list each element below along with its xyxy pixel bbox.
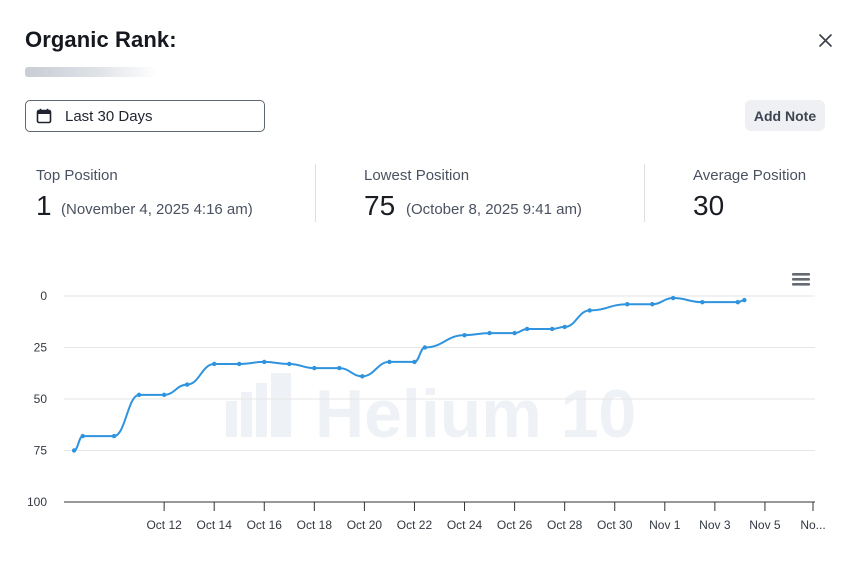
x-tick-label: Oct 16 xyxy=(247,518,283,532)
date-range-label: Last 30 Days xyxy=(65,107,153,125)
x-axis: Oct 12 Oct 14 Oct 16 Oct 18 Oct 20 Oct 22 Oct … xyxy=(146,502,826,532)
helium10-watermark: Helium 10 xyxy=(226,373,636,452)
data-point[interactable] xyxy=(287,361,292,367)
data-point[interactable] xyxy=(262,359,267,365)
data-point[interactable] xyxy=(562,324,567,330)
add-note-button[interactable]: Add Note xyxy=(745,100,825,131)
data-point[interactable] xyxy=(524,326,530,332)
data-point[interactable] xyxy=(71,448,77,453)
chart-grid xyxy=(64,295,815,503)
data-point[interactable] xyxy=(742,297,747,303)
data-point[interactable] xyxy=(184,382,190,387)
x-tick-label: Oct 28 xyxy=(547,518,583,532)
close-icon xyxy=(818,33,832,47)
watermark-text: Helium 10 xyxy=(315,376,636,452)
data-point[interactable] xyxy=(337,365,342,371)
calendar-icon xyxy=(36,108,52,124)
y-tick-label: 100 xyxy=(27,495,47,509)
x-tick-label: Oct 30 xyxy=(597,518,633,532)
modal-title: Organic Rank: xyxy=(25,27,177,52)
x-tick-label: Nov 5 xyxy=(749,518,781,532)
data-point[interactable] xyxy=(487,330,492,336)
stat-top-date: (November 4, 2025 4:16 am) xyxy=(61,201,253,218)
data-point[interactable] xyxy=(161,392,167,398)
x-tick-label: Oct 20 xyxy=(347,518,383,532)
x-tick-label: Oct 26 xyxy=(497,518,533,532)
y-axis-labels: 0 25 50 75 100 xyxy=(27,289,47,509)
y-tick-label: 25 xyxy=(34,341,48,355)
x-tick-label: Oct 22 xyxy=(397,518,433,532)
data-point[interactable] xyxy=(387,359,392,365)
data-point[interactable] xyxy=(549,326,555,332)
data-point[interactable] xyxy=(412,359,417,365)
stat-top-value: 1 xyxy=(36,190,52,221)
chart-menu-icon[interactable] xyxy=(791,271,811,287)
stat-top-label: Top Position xyxy=(36,167,118,184)
x-tick-label: Oct 12 xyxy=(146,518,182,532)
stat-average-label: Average Position xyxy=(693,167,807,184)
stat-average-value: 30 xyxy=(693,190,725,221)
chart-series xyxy=(71,295,747,453)
data-point[interactable] xyxy=(312,365,317,371)
y-tick-label: 75 xyxy=(34,444,48,458)
close-button[interactable] xyxy=(812,27,838,53)
data-point[interactable] xyxy=(625,302,630,307)
data-point[interactable] xyxy=(237,361,242,367)
y-tick-label: 50 xyxy=(34,392,48,406)
stat-lowest-label: Lowest Position xyxy=(364,167,470,184)
data-point[interactable] xyxy=(80,433,85,439)
data-point[interactable] xyxy=(512,330,517,336)
data-point[interactable] xyxy=(422,345,428,350)
data-point[interactable] xyxy=(212,361,217,367)
data-point[interactable] xyxy=(587,308,592,313)
y-tick-label: 0 xyxy=(40,289,47,303)
x-tick-label: Nov 3 xyxy=(699,518,731,532)
data-point[interactable] xyxy=(700,299,705,305)
x-tick-label: No... xyxy=(800,518,825,532)
x-tick-label: Oct 24 xyxy=(447,518,483,532)
data-point[interactable] xyxy=(650,302,655,307)
data-point[interactable] xyxy=(670,295,676,301)
rank-stats: Top Position 1 (November 4, 2025 4:16 am… xyxy=(0,160,848,224)
x-tick-label: Nov 1 xyxy=(649,518,681,532)
date-range-picker[interactable]: Last 30 Days xyxy=(25,100,265,132)
data-point[interactable] xyxy=(111,433,117,439)
stat-divider xyxy=(315,164,316,222)
stat-divider xyxy=(644,164,645,222)
data-point[interactable] xyxy=(735,299,741,305)
blurred-product-name xyxy=(25,67,157,77)
data-point[interactable] xyxy=(462,332,467,338)
stat-lowest-date: (October 8, 2025 9:41 am) xyxy=(406,201,582,218)
rank-chart: Helium 10 0 25 50 75 100 Oct 12 Oct 14 Oct 16 O… xyxy=(0,255,848,555)
data-point[interactable] xyxy=(136,392,142,398)
x-tick-label: Oct 18 xyxy=(297,518,333,532)
data-point[interactable] xyxy=(360,374,365,379)
stat-lowest-value: 75 xyxy=(364,190,396,221)
x-tick-label: Oct 14 xyxy=(197,518,233,532)
